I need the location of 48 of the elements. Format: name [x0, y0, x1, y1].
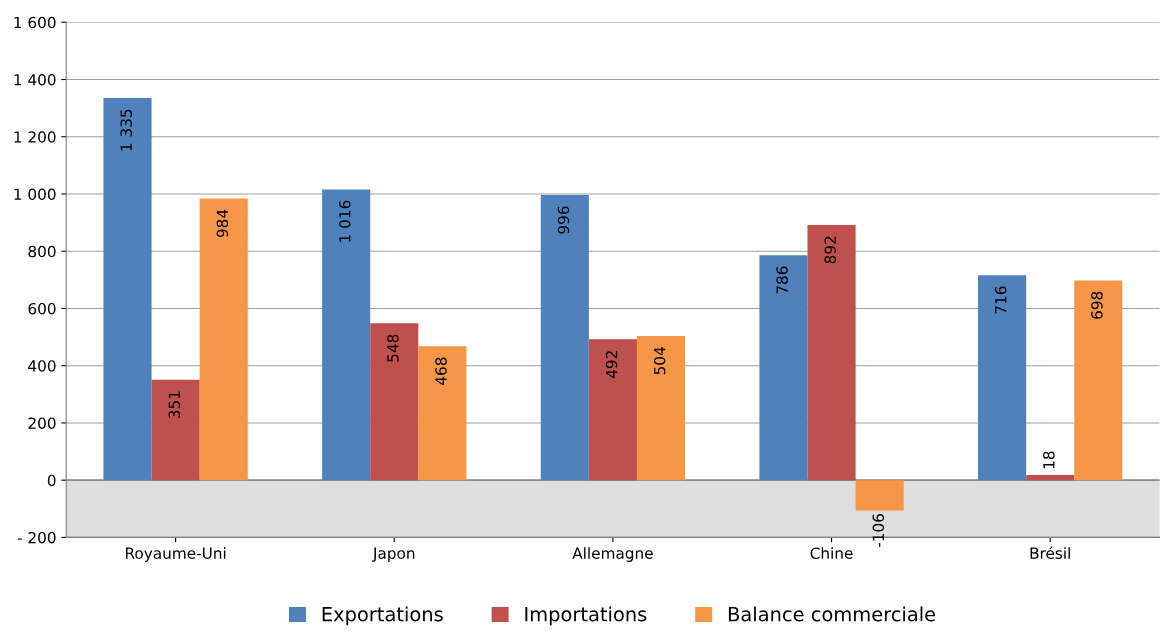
legend-label: Importations: [525, 606, 647, 626]
y-tick-label: 200: [28, 417, 56, 429]
data-label: 716: [994, 286, 1007, 314]
bar: [978, 275, 1027, 481]
data-label: 698: [1091, 291, 1103, 319]
y-tick-label: 600: [28, 302, 56, 315]
bar: [322, 189, 371, 481]
bar: [370, 323, 419, 481]
bar: [759, 255, 808, 481]
bar: [103, 98, 152, 481]
y-tick-label: 800: [28, 245, 56, 258]
bar: [1026, 475, 1075, 481]
x-tick-label: Allemagne: [572, 547, 653, 562]
y-tick-label: 1 200: [14, 131, 56, 143]
data-label: 504: [653, 347, 666, 375]
data-label: 548: [387, 334, 399, 362]
y-tick-label: 1 000: [14, 188, 56, 200]
bar: [807, 224, 856, 481]
data-label: 18: [1043, 451, 1055, 469]
data-label: 786: [776, 266, 788, 294]
data-label: 468: [435, 357, 447, 385]
bar: [151, 379, 200, 481]
x-tick-label: Chine: [810, 547, 853, 559]
legend-label: Balance commerciale: [728, 606, 936, 622]
legend-label: Exportations: [322, 606, 443, 626]
data-label: 351: [168, 391, 181, 419]
y-tick-label: 0: [47, 474, 56, 487]
y-tick-label: - 200: [17, 531, 56, 544]
data-label: -106: [872, 514, 885, 548]
bar: [588, 339, 637, 481]
x-tick-label: Brésil: [1030, 546, 1070, 559]
x-tick-label: Royaume-Uni: [125, 547, 226, 562]
y-tick-label: 1 600: [14, 16, 56, 29]
bar: [540, 195, 589, 481]
data-label: 492: [605, 351, 618, 379]
data-label: 1 016: [339, 200, 351, 242]
data-label: 996: [557, 206, 570, 234]
bar: [636, 335, 686, 481]
y-tick-label: 400: [28, 360, 56, 372]
data-label: 1 335: [120, 109, 132, 151]
bar: [855, 480, 904, 511]
y-tick-label: 1 400: [14, 73, 56, 86]
data-label: 984: [216, 209, 229, 238]
bar: [418, 346, 467, 481]
bar: [1074, 280, 1123, 481]
bar: [199, 198, 248, 481]
data-label: 892: [824, 236, 836, 264]
x-tick-label: Japon: [372, 547, 415, 562]
